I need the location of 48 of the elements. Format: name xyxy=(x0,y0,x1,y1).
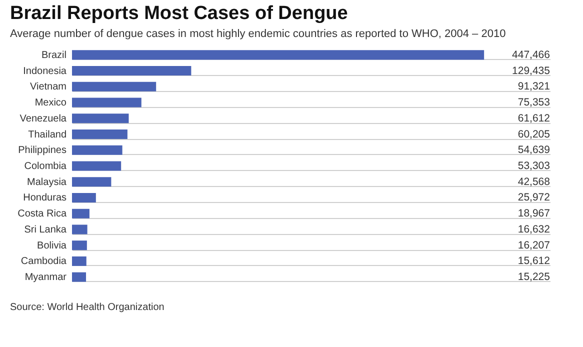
bar xyxy=(72,192,96,202)
data-label: 18,967 xyxy=(518,208,550,220)
y-tick-label: Venezuela xyxy=(20,113,67,124)
y-tick-label: Indonesia xyxy=(23,66,67,77)
y-tick-label: Honduras xyxy=(23,192,66,204)
y-tick-label: Thailand xyxy=(28,129,66,140)
data-label: 42,568 xyxy=(518,176,550,188)
data-label: 129,435 xyxy=(512,64,550,77)
data-label: 61,612 xyxy=(518,112,550,124)
y-tick-label: Costa Rica xyxy=(18,208,67,220)
chart-subtitle: Average number of dengue cases in most highly endemic countries as reported to WHO, 2004 – 2010 xyxy=(10,28,506,40)
y-tick-label: Malaysia xyxy=(27,176,67,188)
bar xyxy=(72,208,90,218)
bar xyxy=(72,114,129,124)
data-label: 16,207 xyxy=(518,239,550,252)
bar xyxy=(72,161,122,171)
y-tick-label: Vietnam xyxy=(30,82,66,93)
bar xyxy=(72,256,86,266)
bar xyxy=(72,177,112,187)
data-label: 15,612 xyxy=(518,255,550,268)
bar xyxy=(72,66,192,76)
y-tick-label: Sri Lanka xyxy=(24,224,67,236)
chart-title: Brazil Reports Most Cases of Dengue xyxy=(10,3,348,24)
data-label: 53,303 xyxy=(518,160,550,172)
data-label: 15,225 xyxy=(518,271,550,284)
data-label: 16,632 xyxy=(518,223,550,236)
data-label: 447,466 xyxy=(512,48,550,61)
bar xyxy=(72,130,128,140)
data-label: 25,972 xyxy=(518,192,550,204)
y-tick-label: Bolivia xyxy=(37,240,67,252)
data-label: 75,353 xyxy=(518,96,550,109)
bar xyxy=(72,240,87,250)
data-label: 60,205 xyxy=(518,128,550,140)
data-label: 91,321 xyxy=(518,80,550,93)
bar xyxy=(72,98,142,108)
bar xyxy=(72,272,86,282)
source-note: Source: World Health Organization xyxy=(10,302,164,313)
bar xyxy=(72,50,484,60)
y-tick-label: Mexico xyxy=(34,98,67,109)
data-label: 54,639 xyxy=(518,144,550,156)
y-tick-label: Colombia xyxy=(24,161,67,172)
bar xyxy=(72,224,88,234)
y-tick-label: Myanmar xyxy=(24,272,68,284)
bar xyxy=(72,82,156,92)
y-tick-label: Cambodia xyxy=(20,256,67,268)
bar xyxy=(72,145,122,155)
y-tick-label: Brazil xyxy=(41,50,66,61)
y-tick-label: Philippines xyxy=(18,145,66,156)
